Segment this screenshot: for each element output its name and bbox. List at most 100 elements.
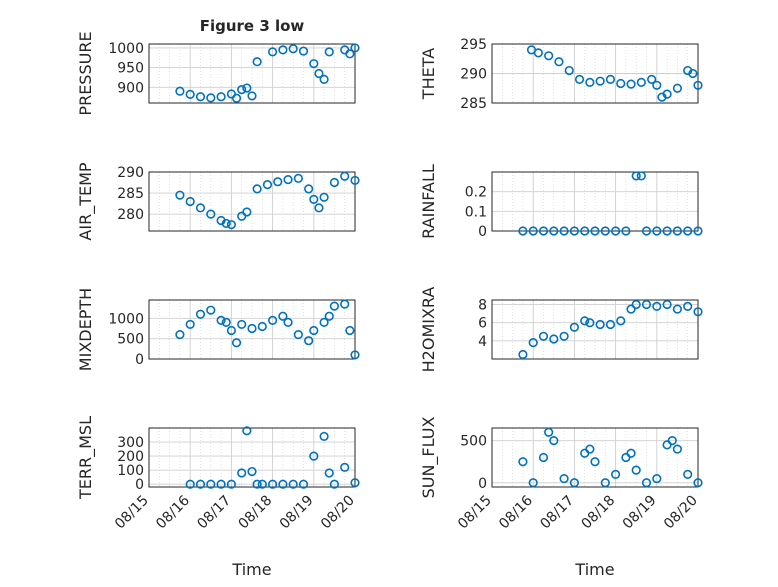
- data-point: [329, 301, 340, 311]
- data-point: [319, 192, 329, 202]
- data-point: [206, 479, 216, 489]
- data-point: [195, 92, 206, 102]
- data-point: [221, 317, 231, 327]
- x-tick-label: 08/16: [153, 492, 193, 532]
- y-tick-label: 1000: [108, 41, 144, 57]
- data-point: [569, 226, 580, 236]
- data-point: [350, 43, 360, 53]
- y-tick-label: 8: [478, 298, 487, 314]
- data-point: [574, 74, 585, 84]
- data-point: [636, 77, 646, 87]
- y-tick-label: 900: [117, 80, 144, 96]
- y-tick-label: 290: [117, 165, 144, 181]
- data-point: [610, 469, 621, 479]
- data-point: [206, 93, 216, 103]
- data-point: [242, 426, 252, 436]
- axes-frame: [491, 43, 699, 104]
- data-point: [345, 325, 355, 336]
- y-tick-label: 285: [460, 96, 487, 112]
- y-tick-label: 280: [117, 207, 144, 223]
- data-point: [616, 316, 626, 326]
- subplot-5: 0 500 1000 MIXDEPTH: [76, 288, 360, 371]
- data-point: [544, 427, 554, 437]
- y-tick-label: 500: [117, 332, 144, 348]
- data-point: [667, 436, 677, 446]
- data-point: [554, 57, 564, 67]
- data-point: [175, 190, 185, 200]
- xlabel-right: Time: [574, 560, 614, 579]
- data-point: [324, 311, 334, 321]
- subplot-3: 280 285 290 AIR_TEMP: [76, 162, 360, 241]
- data-point: [216, 315, 226, 325]
- data-point: [585, 77, 595, 87]
- y-axis-label: PRESSURE: [76, 31, 95, 115]
- data-point: [595, 319, 605, 330]
- data-point: [626, 448, 636, 458]
- data-point: [647, 74, 657, 84]
- data-point: [652, 226, 662, 236]
- data-point: [237, 468, 247, 478]
- data-point: [585, 318, 595, 328]
- data-point: [580, 226, 590, 236]
- data-point: [319, 431, 329, 442]
- x-tick-label: 08/15: [455, 493, 495, 533]
- y-tick-label: 300: [117, 435, 144, 451]
- data-point: [329, 177, 340, 188]
- data-point: [319, 317, 329, 327]
- data-point: [569, 322, 580, 332]
- data-point: [226, 220, 236, 230]
- data-point: [662, 299, 672, 310]
- data-point: [631, 465, 641, 475]
- axes-frame: [148, 299, 356, 360]
- data-point: [293, 329, 303, 340]
- y-tick-label: 0.1: [465, 204, 487, 220]
- data-point: [538, 331, 549, 341]
- subplot-1: 900 950 1000 PRESSURE: [76, 31, 360, 116]
- x-tick-label: 08/19: [277, 493, 317, 533]
- data-point: [549, 334, 559, 344]
- data-point: [206, 305, 216, 315]
- data-point: [206, 209, 216, 219]
- data-point: [278, 311, 288, 321]
- y-axis-label: SUN_FLUX: [419, 417, 439, 499]
- data-point: [683, 226, 693, 236]
- y-tick-label: 290: [460, 67, 487, 83]
- data-point: [216, 92, 226, 102]
- x-tick-label: 08/19: [620, 493, 660, 533]
- data-point: [580, 316, 590, 326]
- data-point: [605, 74, 616, 84]
- data-point: [252, 57, 262, 67]
- data-point: [231, 338, 242, 348]
- data-point: [268, 479, 278, 489]
- data-point: [636, 171, 646, 181]
- data-point: [304, 184, 314, 194]
- figure-title: Figure 3 low: [200, 17, 305, 35]
- y-axis-label: AIR_TEMP: [76, 162, 96, 240]
- data-point: [340, 299, 350, 309]
- data-point: [518, 226, 528, 236]
- data-point: [652, 80, 662, 90]
- data-point: [278, 45, 288, 55]
- data-point: [662, 440, 672, 450]
- data-point: [314, 68, 324, 79]
- data-point: [350, 350, 360, 360]
- data-point: [242, 207, 252, 217]
- data-point: [564, 65, 574, 76]
- data-point: [621, 452, 631, 463]
- data-point: [345, 49, 355, 59]
- data-point: [595, 76, 605, 86]
- x-tick-label: 08/20: [661, 493, 701, 533]
- axes-frame: [148, 427, 356, 488]
- y-axis-label: TERR_MSL: [76, 416, 96, 500]
- y-axis-label: THETA: [419, 48, 438, 100]
- y-tick-label: 950: [117, 61, 144, 77]
- data-point: [195, 309, 206, 319]
- y-tick-label: 500: [460, 434, 487, 450]
- data-point: [549, 226, 559, 236]
- data-point: [688, 68, 698, 79]
- data-point: [237, 211, 247, 221]
- data-point: [175, 86, 185, 96]
- data-point: [631, 171, 641, 181]
- x-tick-label: 08/18: [579, 493, 619, 533]
- axes-frame: [491, 171, 699, 232]
